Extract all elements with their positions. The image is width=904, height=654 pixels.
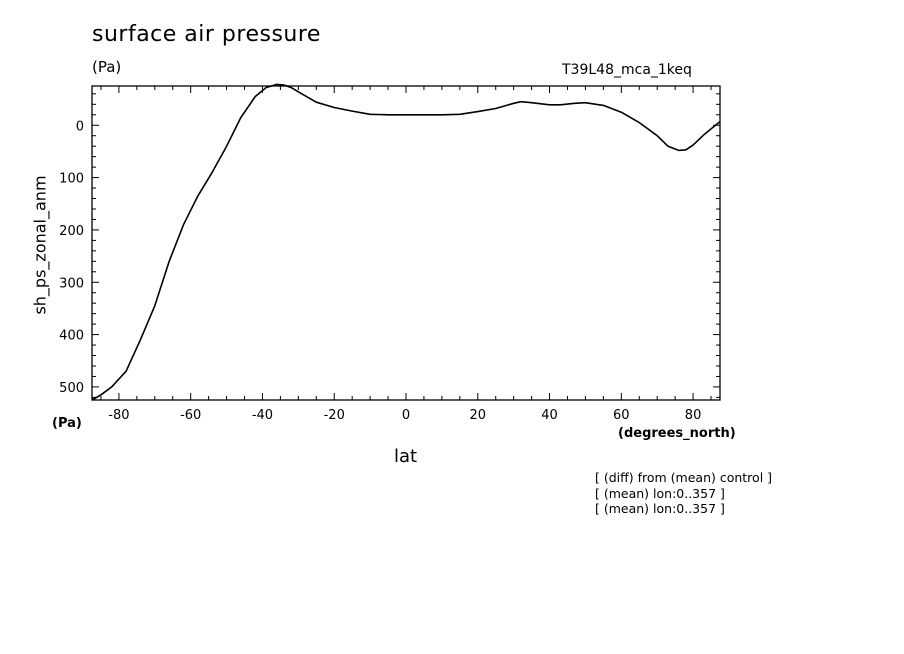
- series-line: [91, 83, 721, 401]
- x-tick-label: 60: [613, 408, 630, 423]
- x-tick-label: 40: [541, 408, 558, 423]
- x-tick-label: 0: [402, 408, 410, 423]
- x-tick-label: -80: [108, 408, 129, 423]
- x-tick-label: 20: [469, 408, 486, 423]
- x-axis-label: lat: [394, 446, 418, 467]
- y-tick-label: 300: [59, 276, 84, 291]
- run-label: T39L48_mca_1keq: [562, 62, 692, 78]
- note-line: [ (mean) lon:0..357 ]: [595, 485, 725, 501]
- y-tick-label: 0: [76, 119, 84, 134]
- y-tick-label: 400: [59, 329, 84, 344]
- note-line: [ (diff) from (mean) control ]: [595, 470, 773, 485]
- x-tick-label: -20: [324, 408, 345, 423]
- plot-frame: [91, 85, 721, 401]
- x-axis-units: (degrees_north): [618, 426, 736, 441]
- x-tick-label: 80: [685, 408, 702, 423]
- chart-title: surface air pressure: [92, 22, 321, 47]
- y-axis-units: (Pa): [52, 416, 82, 431]
- x-tick-label: -40: [252, 408, 273, 423]
- y-tick-label: 500: [59, 381, 84, 396]
- x-tick-label: -60: [180, 408, 201, 423]
- y-tick-label: 100: [59, 172, 84, 187]
- y-tick-label: 200: [59, 224, 84, 239]
- annotation-notes: [ (diff) from (mean) control ] [ (mean) …: [595, 470, 772, 517]
- note-line: [ (mean) lon:0..357 ]: [595, 501, 725, 516]
- chart-units-label: (Pa): [92, 58, 122, 76]
